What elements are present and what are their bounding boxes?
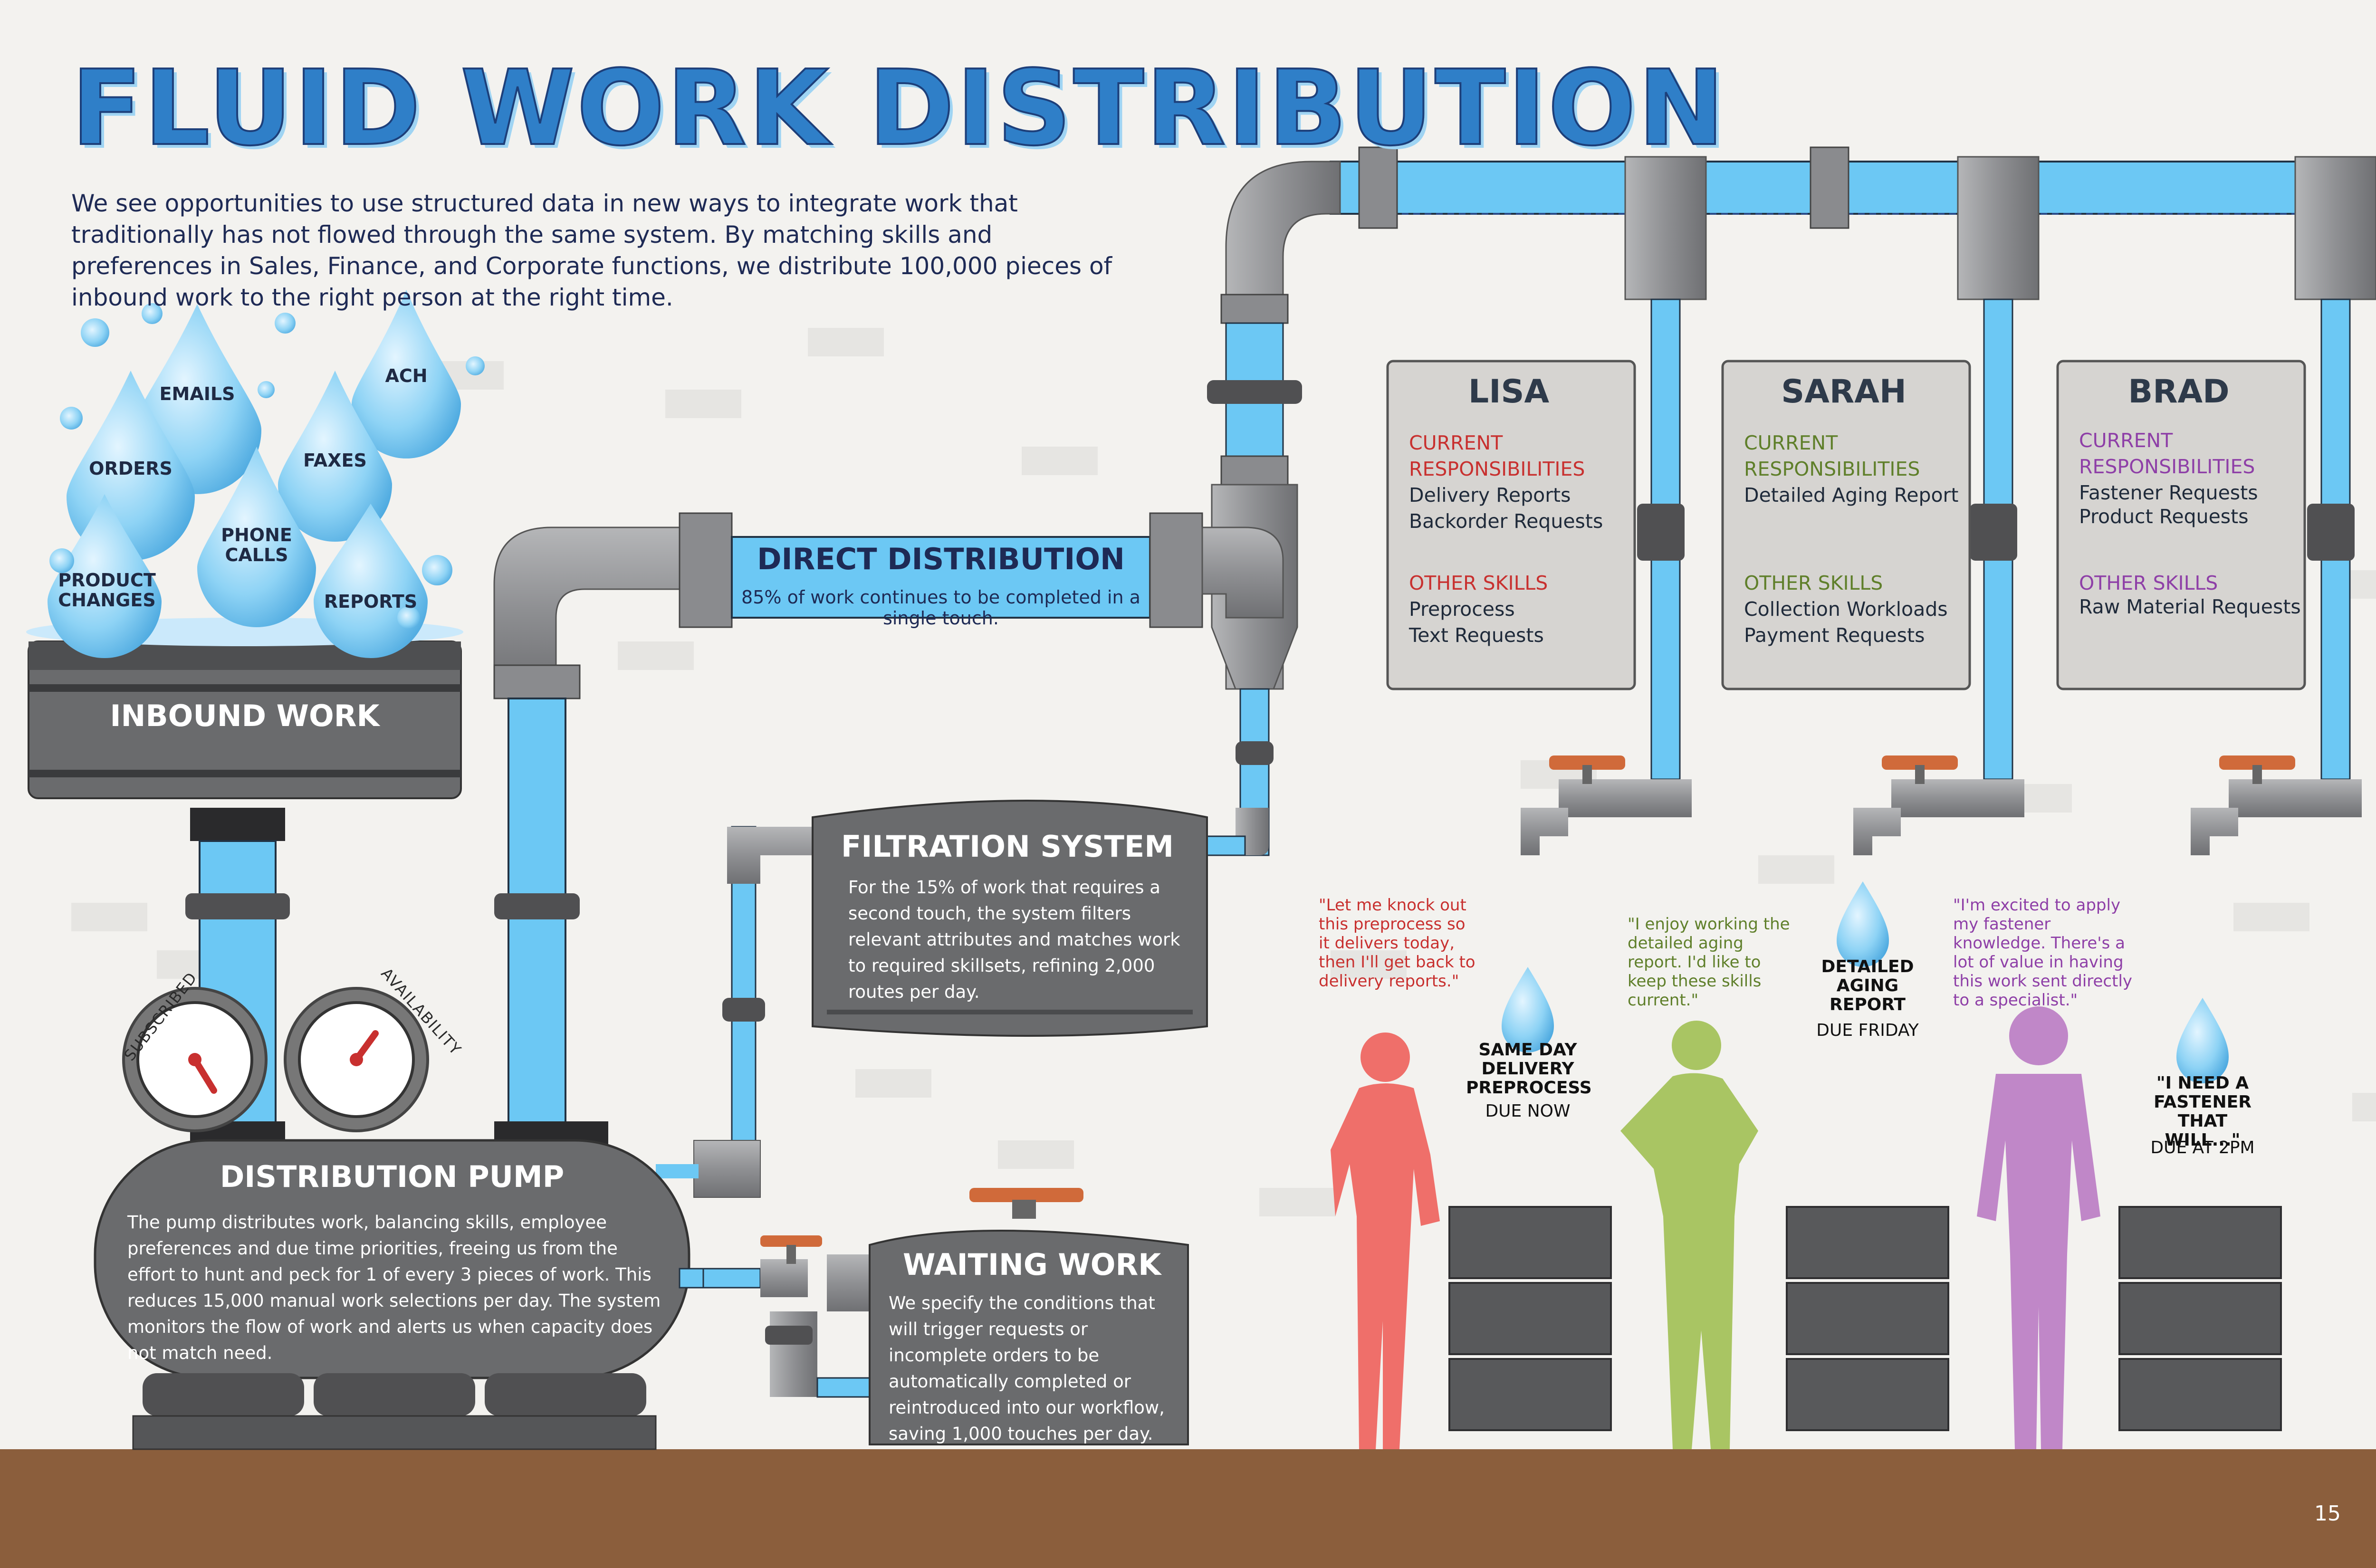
inbound-drop-faxes <box>278 371 392 542</box>
sarah-station <box>1721 298 2024 855</box>
sarah-other-0: Collection Workloads <box>1744 598 1948 621</box>
lisa-other-1: Text Requests <box>1409 624 1544 647</box>
page-title: FLUID WORK DISTRIBUTION <box>70 48 1727 169</box>
inbound-drop-phone-calls <box>197 447 316 627</box>
inbound-tank-label: INBOUND WORK <box>110 698 380 733</box>
pump-text: The pump distributes work, balancing ski… <box>127 1212 661 1363</box>
sarah-other-label: OTHER SKILLS <box>1744 572 1883 594</box>
waiting-text: We specify the conditions that will trig… <box>889 1293 1165 1444</box>
direct-distribution-pipe <box>493 512 1284 690</box>
lisa-task: SAME DAY DELIVERY PREPROCESS <box>1466 1040 1592 1098</box>
drop-label-faxes: FAXES <box>303 450 367 471</box>
brad-name: BRAD <box>2128 373 2230 411</box>
inbound-drop-ach <box>352 290 461 459</box>
direct-title: DIRECT DISTRIBUTION <box>757 542 1125 576</box>
sarah-name: SARAH <box>1781 373 1907 411</box>
distribution-pump <box>94 1139 704 1450</box>
filtration-text: For the 15% of work that requires a seco… <box>848 877 1180 1002</box>
drop-label-phone-calls: PHONE CALLS <box>221 525 292 565</box>
drop-label-emails: EMAILS <box>159 383 235 404</box>
brad-task: "I NEED A FASTENER THAT WILL..." <box>2154 1073 2251 1150</box>
lisa-quote: "Let me knock out this preprocess so it … <box>1319 896 1475 991</box>
sarah-quote: "I enjoy working the detailed aging repo… <box>1628 915 1790 1010</box>
drop-label-orders: ORDERS <box>89 458 172 479</box>
brad-due: DUE AT 2PM <box>2150 1138 2255 1157</box>
subscribed-gauge <box>122 987 268 1132</box>
inbound-drops <box>48 290 461 658</box>
drop-label-product-changes: PRODUCT CHANGES <box>58 570 156 611</box>
filtration-title: FILTRATION SYSTEM <box>841 829 1174 864</box>
vertical-supply-pipe <box>1207 294 1302 856</box>
filtration-feed-pipe <box>656 826 1246 1398</box>
lisa-name: LISA <box>1468 373 1550 411</box>
lisa-station <box>1386 298 1692 855</box>
pump-title: DISTRIBUTION PUMP <box>220 1159 565 1194</box>
sarah-other-1: Payment Requests <box>1744 624 1925 647</box>
brad-silhouette <box>1977 1006 2100 1449</box>
work-bins <box>1448 1206 2282 1431</box>
brad-current-1: Product Requests <box>2079 505 2249 528</box>
sarah-current-0: Detailed Aging Report <box>1744 484 1959 507</box>
floor <box>0 1449 2376 1568</box>
sarah-task: DETAILED AGING REPORT <box>1821 957 1914 1014</box>
sarah-current-label: CURRENT RESPONSIBILITIES <box>1744 431 1920 480</box>
page-number: 15 <box>2314 1501 2341 1526</box>
direct-text: 85% of work continues to be completed in… <box>741 587 1140 629</box>
brad-current-0: Fastener Requests <box>2079 481 2258 504</box>
lisa-current-label: CURRENT RESPONSIBILITIES <box>1409 431 1585 480</box>
drop-label-ach: ACH <box>385 365 428 386</box>
sarah-silhouette <box>1620 1021 1758 1449</box>
lisa-current-0: Delivery Reports <box>1409 484 1571 507</box>
brad-current-label: CURRENT RESPONSIBILITIES <box>2079 429 2255 478</box>
lisa-due: DUE NOW <box>1485 1101 1571 1121</box>
lisa-current-1: Backorder Requests <box>1409 510 1603 533</box>
drop-label-reports: REPORTS <box>324 591 418 612</box>
availability-gauge <box>284 987 429 1132</box>
brad-station <box>2056 298 2362 855</box>
lisa-other-0: Preprocess <box>1409 598 1515 621</box>
intro-paragraph: We see opportunities to use structured d… <box>71 190 1112 311</box>
small-bubbles <box>49 303 485 629</box>
lisa-other-label: OTHER SKILLS <box>1409 572 1548 594</box>
inbound-drop-product-changes <box>48 494 162 658</box>
brad-other-0: Raw Material Requests <box>2079 595 2301 618</box>
brad-quote: "I'm excited to apply my fastener knowle… <box>1953 896 2133 1010</box>
sarah-due: DUE FRIDAY <box>1816 1021 1919 1040</box>
waiting-title: WAITING WORK <box>903 1247 1161 1282</box>
brad-other-label: OTHER SKILLS <box>2079 572 2218 594</box>
main-distribution-pipe <box>1225 146 2376 690</box>
waiting-work-tank <box>869 1188 1189 1445</box>
filtration-tank <box>812 800 1208 1037</box>
lisa-silhouette <box>1331 1033 1440 1449</box>
task-drops <box>1502 881 2229 1083</box>
